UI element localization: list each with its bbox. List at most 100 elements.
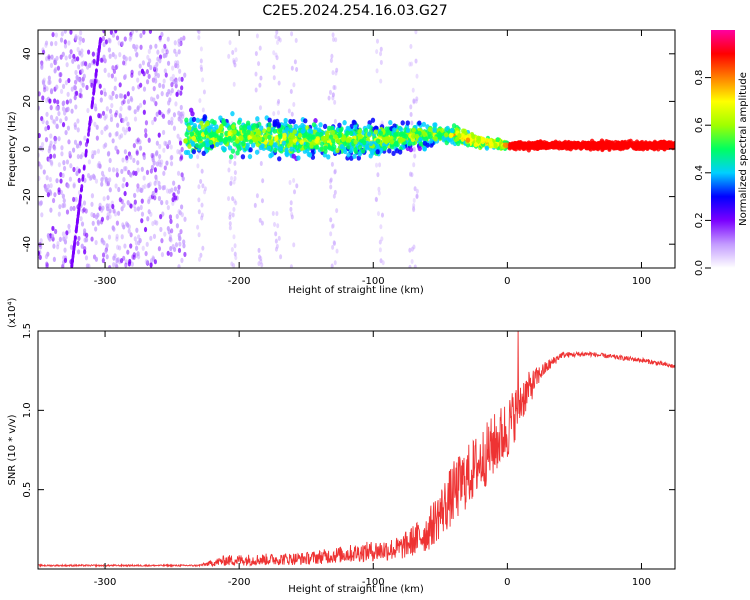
heatmap-cell (370, 117, 376, 123)
heatmap-cell (625, 144, 631, 150)
spectrogram-x-label: Height of straight line (km) (288, 285, 424, 296)
heatmap-cell (64, 234, 68, 240)
heatmap-cell (283, 121, 288, 127)
heatmap-cell (228, 221, 232, 227)
heatmap-cell (200, 66, 204, 72)
heatmap-cell (188, 153, 194, 159)
heatmap-cell (159, 162, 163, 168)
heatmap-cell (49, 41, 54, 47)
heatmap-cell (136, 106, 140, 112)
heatmap-cell (126, 98, 131, 105)
heatmap-cell (278, 37, 282, 43)
heatmap-cell (180, 172, 184, 178)
heatmap-cell (171, 244, 175, 250)
heatmap-cell (155, 61, 159, 67)
heatmap-cell (143, 183, 147, 189)
heatmap-cell (176, 133, 180, 139)
heatmap-cell (102, 174, 106, 180)
heatmap-cell (87, 49, 91, 55)
heatmap-cell (227, 167, 231, 173)
heatmap-cell (165, 199, 169, 206)
heatmap-cell (174, 242, 179, 248)
heatmap-cell (413, 186, 417, 192)
heatmap-cell (147, 48, 151, 55)
heatmap-cell (232, 263, 236, 268)
heatmap-cell (394, 140, 399, 146)
heatmap-cell (174, 101, 178, 107)
heatmap-cell (255, 193, 259, 199)
heatmap-cell (524, 143, 530, 150)
heatmap-cell (405, 127, 411, 134)
heatmap-cell (74, 69, 78, 76)
heatmap-cell (414, 133, 420, 140)
heatmap-cell (79, 88, 83, 94)
heatmap-cell (132, 157, 136, 163)
heatmap-cell (292, 242, 296, 248)
heatmap-cell (100, 129, 104, 135)
heatmap-cell (63, 30, 67, 34)
heatmap-cell (107, 150, 111, 156)
heatmap-cell (145, 69, 150, 75)
heatmap-cell (398, 126, 404, 132)
heatmap-cell (300, 128, 305, 134)
heatmap-cell (110, 95, 114, 101)
heatmap-cell (68, 53, 72, 60)
heatmap-cell (362, 140, 367, 146)
heatmap-cell (79, 216, 83, 222)
heatmap-cell (117, 245, 122, 251)
spectrogram-x-tick-label: -100 (362, 276, 385, 287)
heatmap-cell (163, 165, 167, 171)
heatmap-cell (61, 231, 66, 237)
heatmap-cell (655, 140, 660, 147)
heatmap-cell (138, 139, 142, 145)
heatmap-cell (165, 49, 169, 55)
heatmap-cell (112, 68, 117, 74)
heatmap-cell (64, 129, 68, 136)
heatmap-cell (331, 144, 337, 150)
heatmap-cell (84, 237, 89, 243)
heatmap-cell (259, 161, 263, 167)
heatmap-cell (212, 120, 217, 126)
heatmap-cell (132, 43, 136, 49)
heatmap-cell (251, 125, 256, 131)
spectrogram-x-tick-label: 0 (504, 276, 510, 287)
heatmap-cell (90, 193, 95, 199)
heatmap-cell (123, 149, 127, 155)
heatmap-cell (98, 38, 102, 44)
heatmap-cell (158, 35, 162, 41)
snr-x-tick-label: -200 (228, 577, 251, 588)
heatmap-cell (72, 183, 76, 189)
heatmap-cell (257, 261, 261, 267)
heatmap-cell (184, 131, 189, 138)
heatmap-cell (228, 225, 232, 231)
heatmap-cell (65, 99, 69, 105)
spectrogram-y-tick-label: 40 (22, 47, 33, 60)
heatmap-cell (201, 107, 205, 113)
snr-panel: -300 -200 -100 0 100 0.5 1.0 1.5 Height of str… (7, 297, 676, 595)
heatmap-cell (473, 142, 479, 148)
heatmap-cell (121, 183, 125, 189)
heatmap-cell (73, 235, 77, 241)
heatmap-cell (272, 50, 276, 56)
heatmap-cell (63, 247, 67, 253)
heatmap-cell (42, 87, 47, 93)
heatmap-cell (153, 180, 157, 186)
heatmap-cell (47, 234, 51, 241)
heatmap-cell (160, 251, 165, 258)
heatmap-cell (233, 251, 237, 257)
heatmap-cell (289, 206, 293, 212)
heatmap-cell (196, 163, 200, 169)
heatmap-cell (322, 123, 328, 130)
heatmap-cell (82, 200, 87, 206)
heatmap-cell (42, 169, 46, 175)
heatmap-cell (189, 131, 194, 137)
heatmap-cell (178, 149, 182, 155)
heatmap-cell (124, 116, 128, 122)
heatmap-cell (142, 154, 146, 161)
heatmap-cell (126, 199, 130, 206)
heatmap-cell (54, 32, 58, 38)
heatmap-cell (169, 218, 173, 224)
heatmap-cell (147, 73, 151, 80)
heatmap-cell (155, 140, 159, 146)
heatmap-cell (476, 135, 481, 141)
